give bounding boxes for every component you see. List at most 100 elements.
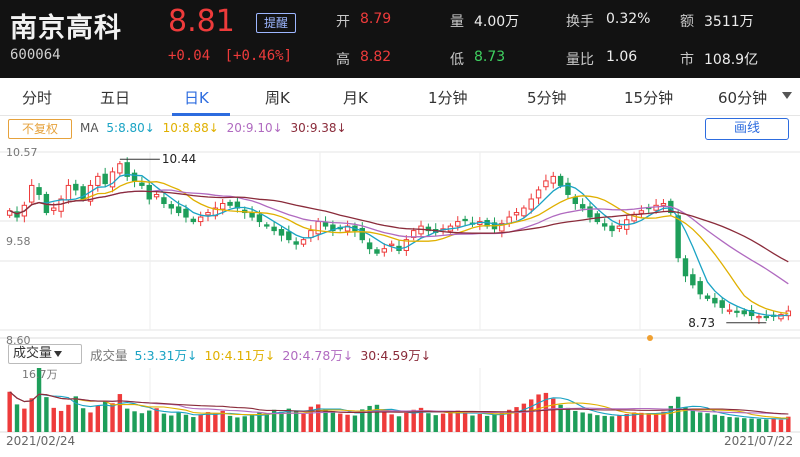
volume-bar [712, 414, 718, 432]
volume-bar [742, 418, 747, 432]
volume-bar [360, 409, 365, 432]
candle-body [175, 206, 182, 214]
quote-header: 南京高科 600064 8.81 提醒 +0.04 [+0.46%] 开 8.7… [0, 0, 800, 78]
tab-60min[interactable]: 60分钟 [718, 89, 768, 107]
candle-body [734, 310, 740, 313]
volume-bar [169, 415, 174, 432]
volume-bar [529, 399, 534, 432]
volume-bar [477, 413, 483, 432]
candle-body [286, 231, 292, 241]
candle-body [124, 162, 130, 177]
volume-bar [536, 394, 541, 432]
end-date: 2021/07/22 [724, 434, 794, 448]
ma10-value: 10:8.88↓ [162, 121, 219, 135]
kline-chart[interactable]: 10.57 9.58 8.60 10.44 8.73 16.7万 [0, 140, 800, 440]
candle-body [763, 315, 769, 319]
y-tick-label: 10.57 [6, 146, 38, 159]
candle-body [690, 274, 696, 286]
volume-bar [404, 412, 409, 432]
volume-bar [749, 418, 754, 432]
volume-bar [720, 415, 725, 432]
vma10-value: 10:4.11万↓ [204, 348, 276, 363]
volume-bar [235, 417, 240, 432]
candle-body [359, 227, 365, 241]
adjust-mode-button[interactable]: 不复权 [8, 119, 72, 139]
quote-volume: 量 4.00万 [450, 14, 520, 30]
candle-body [95, 175, 101, 186]
quote-market-cap: 市 108.9亿 [680, 52, 759, 68]
candle-body [308, 230, 314, 238]
indicator-selector[interactable]: 成交量 [8, 344, 82, 364]
draw-line-button[interactable]: 画线 [705, 118, 789, 140]
ma5-line [9, 173, 789, 317]
candle-body [381, 248, 388, 253]
volume-bar [58, 410, 64, 432]
tab-weekly-k[interactable]: 周K [265, 89, 290, 107]
volume-bar [734, 417, 740, 432]
tab-1min[interactable]: 1分钟 [428, 89, 468, 107]
high-annotation: 10.44 [162, 152, 196, 166]
candle-body [197, 216, 204, 223]
candle-body [712, 297, 718, 304]
quote-open: 开 8.79 [336, 11, 392, 30]
volume-bar [183, 414, 189, 432]
candle-body [249, 212, 255, 218]
tab-dropdown-icon[interactable] [782, 92, 792, 99]
candle-body [675, 215, 681, 259]
volume-bar [470, 415, 475, 432]
volume-bar [308, 406, 314, 432]
volume-bar [609, 416, 615, 432]
candle-body [521, 207, 527, 217]
volume-bar [73, 396, 78, 432]
volume-bar [132, 411, 137, 432]
volume-bar [771, 418, 776, 432]
volume-bar [499, 412, 505, 432]
volume-bar [249, 414, 255, 432]
volume-bar [95, 405, 101, 432]
candle-body [73, 183, 79, 191]
volume-bar [36, 368, 42, 432]
volume-bar [117, 394, 123, 432]
candle-body [756, 315, 762, 319]
volume-bar [543, 392, 549, 432]
volume-bar [22, 408, 27, 432]
volume-bar [330, 411, 336, 432]
volume-bar [587, 413, 593, 432]
candle-body [256, 214, 263, 223]
tab-15min[interactable]: 15分钟 [624, 89, 674, 107]
volume-bar [448, 412, 453, 432]
volume-bar [220, 410, 225, 432]
tab-5min[interactable]: 5分钟 [527, 89, 567, 107]
candle-body [322, 222, 329, 227]
candle-body [535, 189, 542, 199]
candle-body [653, 204, 659, 211]
volume-bar [639, 412, 644, 432]
volume-label: 成交量 [90, 348, 128, 363]
quote-amount: 额 3511万 [680, 14, 754, 30]
stock-code: 600064 [10, 47, 61, 63]
volume-bar [315, 404, 321, 432]
candle-body [726, 309, 733, 312]
volume-max-label: 16.7万 [22, 368, 58, 381]
volume-bar [301, 413, 306, 432]
candle-body [374, 249, 380, 254]
volume-bar [646, 413, 651, 432]
vma20-value: 20:4.78万↓ [282, 348, 354, 363]
candle-body [117, 163, 123, 174]
candle-body [271, 226, 277, 232]
candle-body [153, 193, 160, 198]
ma5-value: 5:8.80↓ [106, 121, 155, 135]
volume-bar [323, 409, 328, 432]
candle-body [704, 295, 711, 299]
volume-bar [66, 404, 71, 432]
candle-body [168, 204, 174, 209]
tab-intraday[interactable]: 分时 [22, 89, 53, 107]
candle-body [388, 243, 395, 246]
tab-daily-k[interactable]: 日K [184, 89, 209, 107]
candle-body [741, 310, 747, 315]
alert-button[interactable]: 提醒 [256, 13, 296, 33]
candle-body [543, 180, 549, 188]
tab-five-day[interactable]: 五日 [100, 89, 131, 107]
tab-monthly-k[interactable]: 月K [343, 89, 368, 107]
volume-bar [661, 411, 666, 432]
